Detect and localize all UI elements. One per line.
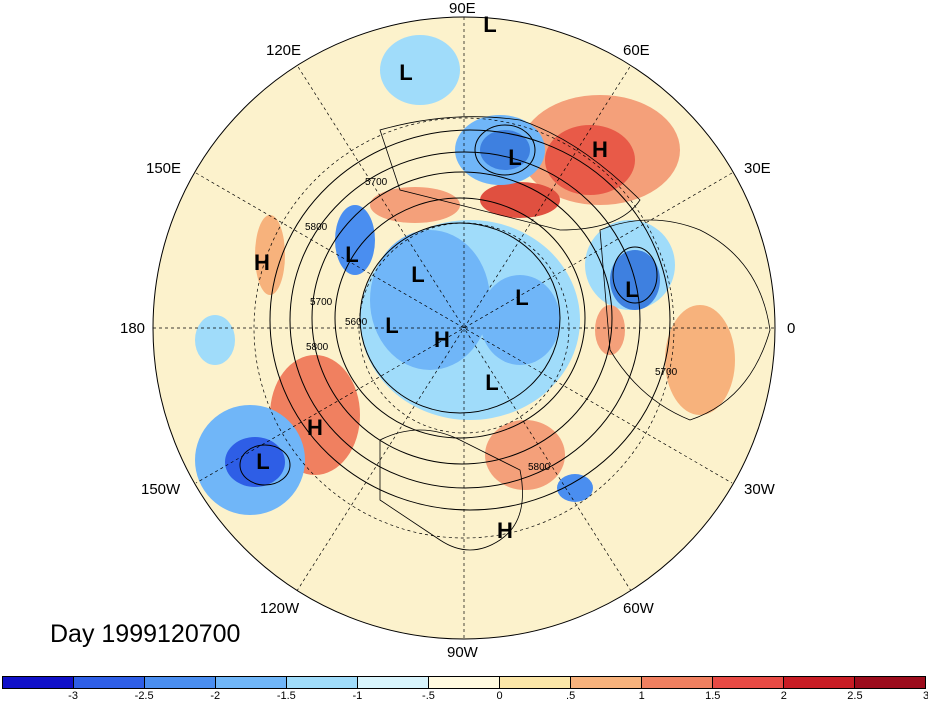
contour-label: 5700: [655, 367, 678, 378]
contour-label: 5600: [345, 317, 368, 328]
colorbar-segment: [713, 677, 784, 688]
colorbar-tick-label: 1.5: [705, 690, 721, 702]
pressure-center: H: [307, 415, 323, 440]
colorbar-segment: [571, 677, 642, 688]
pressure-center: H: [592, 137, 608, 162]
colorbar-segment: [642, 677, 713, 688]
colorbar-segment: [3, 677, 74, 688]
colorbar-tick-label: .5: [566, 690, 576, 702]
colorbar-tick-label: 2.5: [847, 690, 863, 702]
pressure-center: L: [485, 370, 498, 395]
colorbar-tick-label: -.5: [422, 690, 435, 702]
colorbar-segment: [74, 677, 145, 688]
colorbar-tick-label: -1: [352, 690, 363, 702]
lon-label-30e: 30E: [744, 160, 771, 177]
colorbar-segment: [216, 677, 287, 688]
lon-label-90e: 90E: [449, 0, 476, 17]
pressure-center: H: [434, 327, 450, 352]
colorbar-tick-label: 1: [638, 690, 645, 702]
lon-label-150e: 150E: [146, 160, 182, 177]
colorbar-tick-label: -3: [68, 690, 78, 702]
pressure-center: L: [483, 12, 496, 37]
colorbar-segment: [287, 677, 358, 688]
colorbar-tick-label: 2: [780, 690, 787, 702]
pressure-center: L: [411, 262, 424, 287]
pressure-center: H: [254, 250, 270, 275]
pressure-center: H: [497, 518, 513, 543]
lon-label-90w: 90W: [447, 644, 478, 661]
colorbar-tick-label: -2: [210, 690, 221, 702]
lon-label-180: 180: [120, 320, 146, 337]
colorbar-tick-label: -2.5: [134, 690, 154, 702]
lon-label-120e: 120E: [266, 42, 302, 59]
map-border: [152, 16, 776, 640]
colorbar-tick-label: -1.5: [276, 690, 296, 702]
graticule: [153, 17, 775, 639]
colorbar-segment: [500, 677, 571, 688]
pressure-center: L: [385, 313, 398, 338]
lon-label-150w: 150W: [141, 481, 181, 498]
colorbar-segment: [855, 677, 925, 688]
anomaly-field: [153, 17, 775, 639]
lon-label-60e: 60E: [623, 42, 650, 59]
colorbar-segment: [145, 677, 216, 688]
contour-label: 5800: [528, 462, 551, 473]
map-title: Day 1999120700: [50, 620, 241, 648]
pressure-center: L: [399, 60, 412, 85]
lon-label-30w: 30W: [744, 481, 775, 498]
lon-label-60w: 60W: [623, 600, 654, 617]
pressure-center: L: [515, 285, 528, 310]
colorbar-segment: [429, 677, 500, 688]
colorbar-tick-label: 0: [496, 690, 503, 702]
contour-label: 5800: [305, 222, 328, 233]
pressure-center: L: [345, 242, 358, 267]
lon-label-120w: 120W: [260, 600, 300, 617]
colorbar: [2, 676, 926, 689]
contour-label: 5800: [306, 342, 329, 353]
pressure-center: L: [508, 145, 521, 170]
contour-label: 5700: [365, 177, 388, 188]
pressure-center: L: [625, 277, 638, 302]
colorbar-segment: [358, 677, 429, 688]
colorbar-tick-label: 3: [922, 690, 928, 702]
lon-label-0: 0: [787, 320, 796, 337]
contour-label: 5700: [310, 297, 333, 308]
pressure-center: L: [256, 449, 269, 474]
polar-map: 5700 5800 5600 5700 5800 5800 5700 L L L…: [152, 12, 776, 640]
colorbar-segment: [784, 677, 855, 688]
